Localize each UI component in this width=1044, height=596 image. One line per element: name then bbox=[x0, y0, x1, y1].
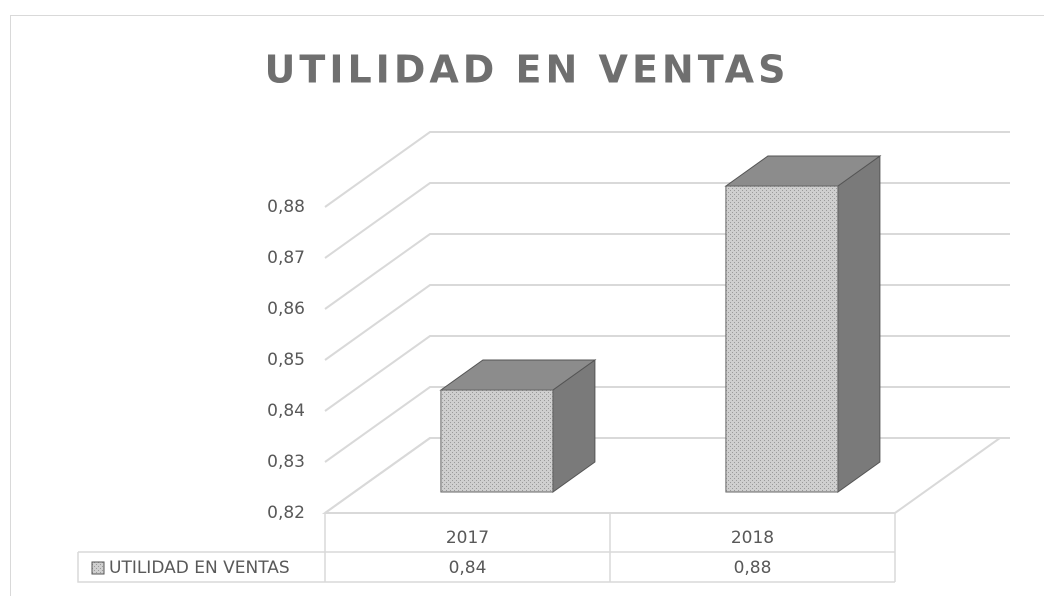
data-table-value: 0,84 bbox=[449, 558, 487, 578]
bar bbox=[440, 389, 554, 493]
y-tick-label: 0,82 bbox=[267, 503, 305, 523]
x-tick-label: 2018 bbox=[731, 528, 774, 548]
legend-label: UTILIDAD EN VENTAS bbox=[109, 558, 290, 578]
chart-border bbox=[10, 15, 1044, 596]
grid-line bbox=[324, 131, 1010, 208]
y-tick-label: 0,88 bbox=[267, 197, 305, 217]
x-tick-label: 2017 bbox=[446, 528, 489, 548]
legend-key bbox=[91, 561, 105, 575]
y-tick-label: 0,84 bbox=[267, 401, 305, 421]
bar bbox=[725, 185, 839, 493]
y-tick-label: 0,85 bbox=[267, 350, 305, 370]
data-table-value: 0,88 bbox=[734, 558, 772, 578]
chart-title: UTILIDAD EN VENTAS bbox=[265, 48, 790, 92]
bar-side bbox=[837, 155, 881, 493]
y-tick-label: 0,87 bbox=[267, 248, 305, 268]
y-tick-label: 0,83 bbox=[267, 452, 305, 472]
data-table-grid bbox=[77, 513, 896, 583]
y-tick-label: 0,86 bbox=[267, 299, 305, 319]
